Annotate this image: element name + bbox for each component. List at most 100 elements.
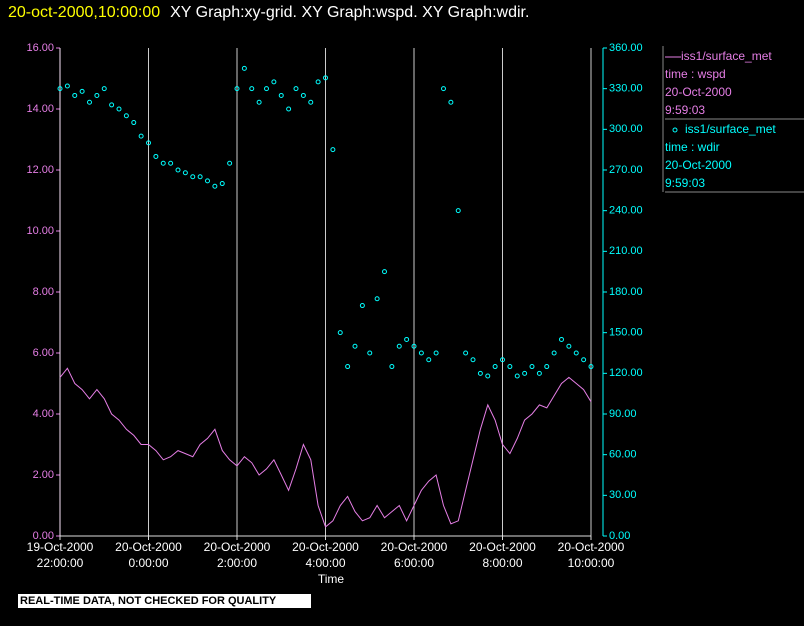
scatter-point bbox=[146, 140, 151, 146]
scatter-point bbox=[79, 88, 85, 94]
y-tick-label: 6.00 bbox=[33, 347, 54, 359]
scatter-point bbox=[190, 174, 196, 180]
x-tick-label: 6:00:00 bbox=[394, 556, 434, 570]
scatter-point bbox=[286, 106, 292, 112]
scatter-point bbox=[433, 350, 439, 356]
scatter-point bbox=[544, 364, 550, 370]
y2-tick-label: 30.00 bbox=[609, 489, 637, 501]
scatter-point bbox=[500, 357, 505, 363]
scatter-point bbox=[57, 86, 63, 92]
scatter-point bbox=[131, 120, 137, 126]
scatter-point bbox=[264, 86, 269, 92]
scatter-point bbox=[271, 79, 277, 85]
scatter-point bbox=[323, 75, 328, 81]
x-tick-label: 20-Oct-2000 bbox=[469, 540, 536, 554]
x-tick-label: 20-Oct-2000 bbox=[381, 540, 448, 554]
scatter-point bbox=[168, 160, 174, 166]
scatter-point bbox=[234, 86, 240, 92]
scatter-point bbox=[308, 99, 314, 105]
scatter-point bbox=[411, 343, 417, 349]
scatter-point bbox=[175, 167, 181, 173]
scatter-point bbox=[441, 86, 446, 92]
y2-tick-label: 210.00 bbox=[609, 245, 643, 257]
y2-tick-label: 270.00 bbox=[609, 164, 643, 176]
scatter-point bbox=[219, 181, 225, 187]
scatter-point bbox=[514, 373, 520, 379]
y-tick-label: 12.00 bbox=[26, 164, 54, 176]
x-tick-label: 10:00:00 bbox=[568, 556, 615, 570]
scatter-point bbox=[529, 364, 535, 370]
y-tick-label: 2.00 bbox=[33, 469, 54, 481]
x-tick-label: 4:00:00 bbox=[305, 556, 345, 570]
scatter-point bbox=[87, 99, 92, 105]
note: REAL-TIME DATA, NOT CHECKED FOR QUALITY bbox=[20, 595, 277, 607]
scatter-point bbox=[300, 92, 306, 98]
scatter-point bbox=[455, 208, 461, 214]
x-tick-label: 8:00:00 bbox=[482, 556, 522, 570]
y2-tick-label: 90.00 bbox=[609, 408, 637, 420]
legend-swatch bbox=[672, 127, 678, 133]
scatter-point bbox=[315, 79, 321, 85]
x-tick-label: 20-Oct-2000 bbox=[115, 540, 182, 554]
scatter-point bbox=[374, 296, 380, 302]
scatter-point bbox=[485, 373, 491, 379]
y2-tick-label: 240.00 bbox=[609, 205, 643, 217]
legend-detail: time : wdir bbox=[665, 140, 720, 154]
scatter-point bbox=[160, 160, 166, 166]
y-tick-label: 0.00 bbox=[33, 530, 54, 542]
scatter-point bbox=[551, 350, 557, 356]
scatter-point bbox=[249, 86, 255, 92]
scatter-point bbox=[101, 86, 107, 92]
scatter-point bbox=[359, 303, 365, 309]
scatter-point bbox=[588, 364, 594, 370]
legend-detail: time : wspd bbox=[665, 67, 726, 81]
scatter-point bbox=[138, 133, 144, 139]
scatter-point bbox=[470, 357, 476, 363]
scatter-point bbox=[367, 350, 373, 356]
legend-detail: 9:59:03 bbox=[665, 176, 705, 190]
y2-tick-label: 120.00 bbox=[609, 367, 643, 379]
legend-label: iss1/surface_met bbox=[685, 122, 776, 136]
scatter-point bbox=[507, 364, 513, 370]
line-series bbox=[59, 367, 592, 528]
scatter-point bbox=[330, 147, 336, 153]
y2-tick-label: 330.00 bbox=[609, 83, 643, 95]
scatter-point bbox=[293, 86, 299, 92]
x-axis-label: Time bbox=[318, 572, 345, 586]
scatter-point bbox=[536, 370, 542, 376]
scatter-point bbox=[404, 336, 410, 342]
x-tick-label: 20-Oct-2000 bbox=[204, 540, 271, 554]
scatter-point bbox=[123, 113, 129, 119]
scatter-point bbox=[197, 174, 203, 180]
scatter-point bbox=[345, 364, 351, 370]
chart-title: 20-oct-2000,10:00:00 bbox=[8, 4, 160, 21]
note-box bbox=[18, 594, 311, 608]
scatter-point bbox=[241, 65, 247, 71]
x-tick-label: 22:00:00 bbox=[37, 556, 84, 570]
y2-tick-label: 150.00 bbox=[609, 327, 643, 339]
scatter-point bbox=[212, 183, 218, 189]
y2-tick-label: 180.00 bbox=[609, 286, 643, 298]
legend-detail: 9:59:03 bbox=[665, 103, 705, 117]
scatter-point bbox=[182, 170, 188, 176]
y-tick-label: 16.00 bbox=[26, 42, 54, 54]
scatter-point bbox=[492, 364, 498, 370]
legend-label: iss1/surface_met bbox=[681, 49, 772, 63]
scatter-point bbox=[396, 343, 402, 349]
scatter-point bbox=[278, 92, 284, 98]
chart-header: 20-oct-2000,10:00:00 XY Graph:xy-grid. XY… bbox=[8, 4, 529, 21]
y2-tick-label: 0.00 bbox=[609, 530, 630, 542]
scatter-point bbox=[94, 92, 100, 98]
scatter-point bbox=[64, 83, 70, 89]
legend-detail: 20-Oct-2000 bbox=[665, 85, 732, 99]
scatter-point bbox=[256, 99, 262, 105]
scatter-point bbox=[153, 153, 159, 159]
scatter-point bbox=[559, 336, 564, 342]
y-tick-label: 14.00 bbox=[26, 103, 54, 115]
y2-tick-label: 60.00 bbox=[609, 449, 637, 461]
scatter-point bbox=[418, 350, 424, 356]
scatter-point bbox=[463, 350, 469, 356]
y-tick-label: 8.00 bbox=[33, 286, 54, 298]
y-tick-label: 4.00 bbox=[33, 408, 54, 420]
